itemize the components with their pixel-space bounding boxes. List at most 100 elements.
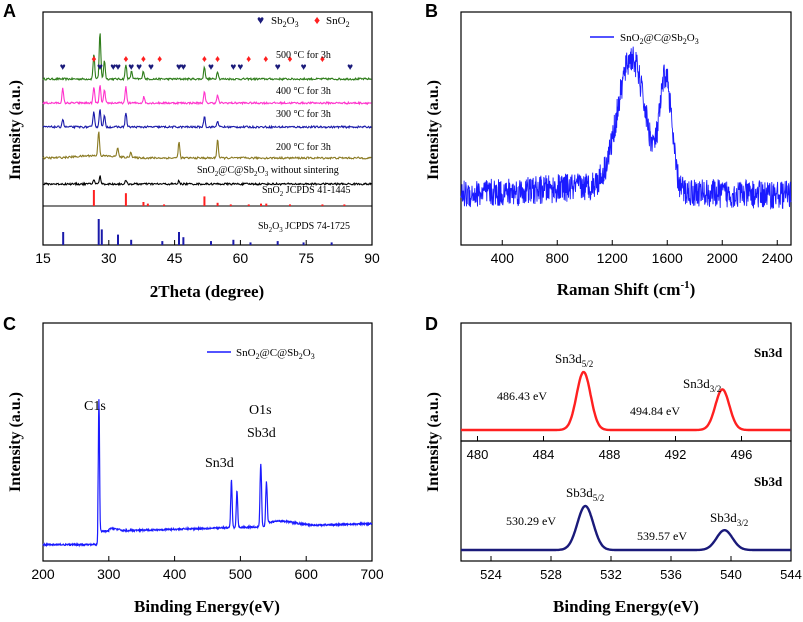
panel-a-tick-label: 45	[167, 250, 183, 266]
panel-d-1-tick-label: 540	[720, 567, 742, 582]
sb3d52-label: Sb3d5/2	[566, 485, 604, 503]
panel-a-legend: ♥ Sb2O3 ♦ SnO2	[257, 13, 350, 29]
sno2-legend-marker: ♦	[314, 13, 320, 27]
panel-c-plot	[42, 399, 373, 548]
c1s-label: C1s	[84, 399, 106, 414]
xrd-curve-4	[42, 109, 372, 130]
sno2-marker: ♦	[123, 54, 128, 65]
panel-a-xlabel: 2Theta (degree)	[150, 282, 264, 301]
panel-d-ticks: 480 484 488 492 496 524 528 532 536 540 544	[467, 436, 802, 582]
panel-b-plot	[460, 46, 792, 210]
panel-b-tick-label: 1200	[597, 250, 628, 266]
panel-b-ylabel: Intensity (a.u.)	[425, 80, 442, 180]
panel-b-xlabel: Raman Shift (cm-1)	[557, 279, 696, 299]
panel-b-tick-label: 1600	[652, 250, 683, 266]
panel-b-tick-label: 2400	[762, 250, 793, 266]
sno2-marker: ♦	[91, 54, 96, 65]
sb2o3-marker: ♥	[110, 62, 116, 73]
sn3d32-label: Sn3d3/2	[683, 376, 721, 394]
panel-a-plot: ♥ ♥ ♥♥ ♥ ♥ ♥ ♥♥ ♥ ♥ ♥ ♥ ♥ ♥♦ ♦ ♦ ♦ ♦ ♦ ♦ ♦ ♦ ♦	[42, 33, 372, 245]
panel-a-frame	[42, 11, 373, 246]
sb3d-label: Sb3d	[247, 426, 276, 441]
sno2-marker: ♦	[157, 54, 162, 65]
panel-c-tick-label: 500	[229, 566, 253, 582]
panel-c-tick-label: 700	[360, 566, 384, 582]
sn3d-label: Sn3d	[205, 456, 234, 471]
sno2-marker: ♦	[202, 54, 207, 65]
panel-c-frame	[42, 322, 373, 562]
sb2o3-marker: ♥	[148, 62, 154, 73]
panel-c-ticks: 200 300 400 500 600 700	[31, 556, 384, 582]
panel-d-1-tick-label: 536	[660, 567, 682, 582]
panel-d-letter: D	[425, 314, 438, 334]
panel-d-top-frame	[460, 322, 792, 442]
panel-c-legend-text: SnO2@C@Sb2O3	[236, 347, 315, 361]
panel-a-tick-label: 60	[233, 250, 249, 266]
sb3d32-label: Sb3d3/2	[710, 510, 748, 528]
sb2o3-marker: ♥	[180, 62, 186, 73]
sb2o3-marker: ♥	[97, 62, 103, 73]
label-500: 500 °C for 3h	[276, 50, 331, 61]
sb2o3-marker: ♥	[275, 62, 281, 73]
panel-d-0-tick-label: 496	[731, 447, 753, 462]
panel-c-tick-label: 600	[295, 566, 319, 582]
panel-b-tick-label: 800	[546, 250, 570, 266]
sno2-marker: ♦	[263, 54, 268, 65]
sb2o3-marker: ♥	[237, 62, 243, 73]
sb2o3-marker: ♥	[208, 62, 214, 73]
xrd-curve-6	[42, 33, 372, 82]
panel-b-frame	[460, 11, 792, 246]
sn3d-title: Sn3d	[754, 345, 783, 360]
panel-d-1-tick-label: 528	[540, 567, 562, 582]
panel-c-xlabel: Binding Energy(eV)	[134, 597, 280, 616]
panel-d-0-tick-label: 492	[665, 447, 687, 462]
xps-survey-curve	[42, 399, 373, 548]
panel-d-0-tick-label: 488	[599, 447, 621, 462]
panel-a-ylabel: Intensity (a.u.)	[7, 80, 24, 180]
panel-b-legend-text: SnO2@C@Sb2O3	[620, 32, 699, 46]
panel-d-1-tick-label: 532	[600, 567, 622, 582]
sb-value-2: 539.57 eV	[637, 529, 687, 543]
panel-a-tick-label: 15	[35, 250, 51, 266]
panel-a-ticks: 15 30 45 60 75 90	[35, 240, 380, 266]
sb2o3-marker: ♥	[347, 62, 353, 73]
sb3d-title: Sb3d	[754, 474, 783, 489]
sb2o3-marker: ♥	[230, 62, 236, 73]
panel-c-tick-label: 400	[163, 566, 187, 582]
xrd-curve-2	[42, 175, 372, 187]
panel-b-ticks: 400 800 1200 1600 2000 2400	[491, 240, 793, 266]
sn3d52-label: Sn3d5/2	[555, 351, 593, 369]
sb2o3-marker: ♥	[176, 62, 182, 73]
panel-a-tick-label: 75	[298, 250, 314, 266]
panel-a-tick-label: 30	[101, 250, 117, 266]
sb-value-1: 530.29 eV	[506, 514, 556, 528]
sb2o3-marker: ♥	[301, 62, 307, 73]
panel-d-ylabel: Intensity (a.u.)	[425, 392, 442, 492]
sn-value-2: 494.84 eV	[630, 404, 680, 418]
panel-b-tick-label: 2000	[707, 250, 738, 266]
panel-d-bottom-frame	[460, 440, 792, 562]
panel-c-tick-label: 200	[31, 566, 55, 582]
panel-b-letter: B	[425, 1, 438, 21]
panel-c-tick-label: 300	[97, 566, 121, 582]
xps-sn3d-curve	[461, 370, 791, 432]
panel-b-tick-label: 400	[491, 250, 515, 266]
panel-d-1-tick-label: 524	[480, 567, 502, 582]
panel-d-xlabel: Binding Energy(eV)	[553, 597, 699, 616]
panel-d-0-tick-label: 480	[467, 447, 489, 462]
sno2-marker: ♦	[287, 54, 292, 65]
sno2-legend-text: SnO2	[326, 15, 350, 29]
panel-c-letter: C	[3, 314, 16, 334]
sb2o3-marker: ♥	[60, 62, 66, 73]
label-400: 400 °C for 3h	[276, 86, 331, 97]
sn-value-1: 486.43 eV	[497, 389, 547, 403]
sno2-marker: ♦	[320, 54, 325, 65]
xps-sb3d-curve	[461, 504, 791, 552]
o1s-label: O1s	[249, 403, 272, 418]
label-ref-sno2: SnO2 JCPDS 41-1445	[262, 185, 351, 198]
sno2-marker: ♦	[215, 54, 220, 65]
raman-curve	[460, 46, 792, 210]
panel-d-0-tick-label: 484	[533, 447, 555, 462]
sb2o3-marker: ♥	[115, 62, 121, 73]
